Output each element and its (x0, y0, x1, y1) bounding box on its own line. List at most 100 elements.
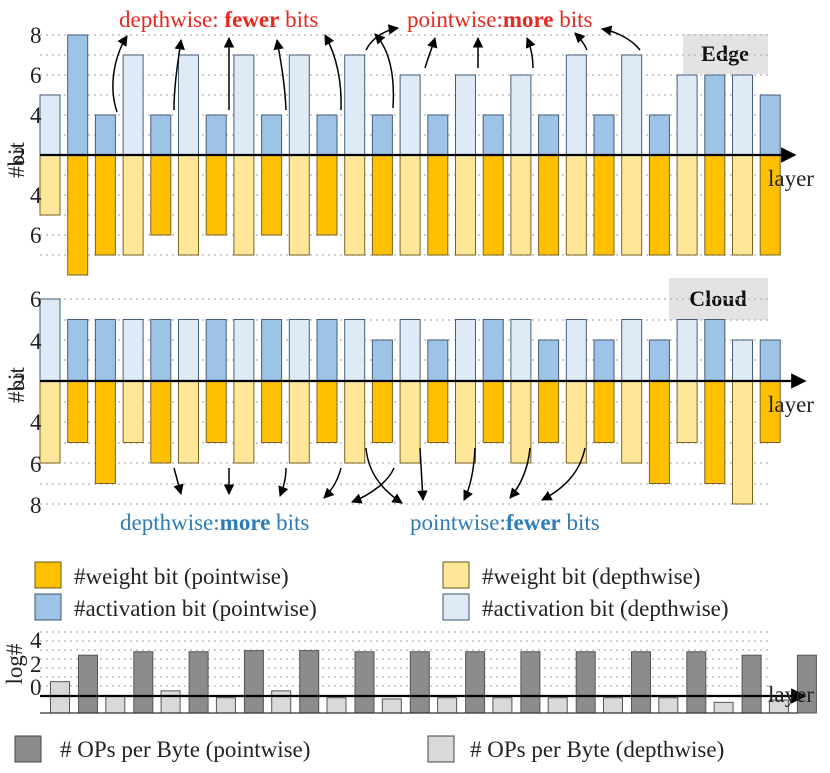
ops-pointwise-bar (243, 650, 264, 714)
edge-activation-bar (150, 114, 172, 156)
arrow-bottom-5 (351, 467, 395, 504)
cloud-activation-bar (676, 319, 698, 382)
edge-weight-bar (233, 154, 255, 256)
edge-ytick-2: 2 (14, 143, 26, 168)
cloud-activation-bar (150, 319, 172, 382)
legend-swatch-weight-pw (34, 561, 62, 589)
annotation-top-left-suffix: bits (279, 7, 318, 32)
ops-depthwise-bar (713, 701, 734, 714)
edge-weight-bar (67, 154, 89, 276)
edge-weight-bar (510, 154, 532, 256)
cloud-weight-bar (732, 380, 753, 505)
cloud-activation-bar (482, 319, 504, 382)
edge-activation-bar (233, 54, 255, 156)
cloud-activation-bar (371, 339, 393, 382)
ops-pointwise-bar (631, 651, 651, 714)
cloud-activation-bar (455, 319, 476, 382)
edge-xlabel: layer (768, 166, 814, 191)
cloud-ylabel: #bit (4, 367, 29, 403)
edge-weight-bar (676, 154, 698, 256)
edge-activation-bar (261, 114, 283, 156)
arrow-top-4 (273, 38, 287, 111)
edge-activation-bar (676, 74, 698, 156)
edge-weight-bar (316, 154, 338, 236)
edge-ytick-6: 6 (30, 63, 42, 88)
legend-ops-pw: # OPs per Byte (pointwise) (60, 737, 310, 762)
cloud-weight-bar (676, 380, 698, 443)
cloud-activation-bar (399, 319, 421, 382)
ops-pointwise-bar (741, 654, 762, 714)
edge-activation-bar (399, 74, 421, 156)
edge-ytick-neg6: 6 (30, 223, 42, 248)
cloud-activation-bar (122, 319, 144, 382)
cloud-activation-bar (344, 319, 366, 382)
cloud-activation-bar (94, 319, 116, 382)
ops-pointwise-bar (299, 650, 320, 714)
ops-pointwise-bar (133, 651, 154, 714)
legend-weight-dw: #weight bit (depthwise) (482, 564, 700, 589)
cloud-weight-bar (510, 380, 532, 464)
cloud-activation-bar (732, 339, 753, 382)
ops-depthwise-bar (437, 697, 458, 714)
ops-depthwise-bar (326, 697, 347, 714)
legend-ops: # OPs per Byte (pointwise) # OPs per Byt… (14, 735, 724, 763)
edge-ylabel: #bit (4, 142, 29, 178)
cloud-weight-bar (399, 380, 421, 464)
annotation-top-left: depthwise: fewer bits (119, 7, 318, 32)
edge-ytick-8: 8 (30, 23, 42, 48)
ops-pointwise-bar (78, 654, 98, 714)
cloud-activation-bar (316, 319, 338, 382)
legend-swatch-act-pw (34, 593, 62, 621)
ops-depthwise-bar (105, 694, 126, 714)
ops-depthwise-bar (381, 698, 402, 714)
arrow-top-12 (600, 25, 641, 51)
cloud-weight-bar (233, 380, 255, 464)
cloud-weight-bar (648, 380, 670, 484)
cloud-ytick-6: 6 (30, 287, 42, 312)
ops-ytick-4: 4 (30, 628, 42, 653)
arrow-bottom-10 (541, 447, 586, 501)
arrow-top-1 (112, 35, 128, 113)
cloud-weight-bar (316, 380, 338, 443)
annotation-bottom-left-bold: more (220, 510, 271, 535)
cloud-activation-bar (288, 319, 310, 382)
annotation-bottom-left-suffix: bits (270, 510, 309, 535)
edge-weight-bar (455, 154, 476, 256)
cloud-activation-bar (261, 319, 283, 382)
cloud-weight-bar (94, 380, 116, 484)
edge-activation-bar (455, 74, 476, 156)
edge-activation-bar (704, 74, 726, 156)
edge-activation-bar (648, 114, 670, 156)
edge-activation-bar (94, 114, 116, 156)
edge-weight-bar (427, 154, 449, 256)
annotation-top-right-suffix: bits (554, 7, 593, 32)
ops-ytick-0: 0 (30, 675, 42, 700)
cloud-activation-bar (39, 298, 61, 382)
cloud-ytick-neg8: 8 (30, 493, 42, 518)
arrow-top-7 (365, 24, 400, 51)
ops-bars (50, 650, 817, 714)
cloud-ytick-neg4: 4 (30, 410, 42, 435)
cloud-weight-bar (593, 380, 615, 443)
legend-swatch-weight-dw (442, 561, 470, 589)
cloud-activation-bar (621, 319, 643, 382)
ops-depthwise-bar (492, 697, 513, 714)
legend-swatch-ops-dw (427, 735, 455, 763)
edge-weight-bar (732, 154, 753, 256)
cloud-weight-bar (178, 380, 199, 464)
edge-activation-bar (427, 114, 449, 156)
annotation-top-left-bold: fewer (224, 7, 279, 32)
cloud-weight-bar (205, 380, 227, 443)
edge-tag-bg (683, 34, 768, 74)
edge-activation-bar (288, 54, 310, 156)
cloud-weight-bar (39, 380, 61, 464)
edge-activation-bar (759, 94, 781, 156)
cloud-ytick-neg6: 6 (30, 452, 42, 477)
annotation-bottom-right-suffix: bits (561, 510, 600, 535)
ops-pointwise-bar (575, 651, 596, 714)
edge-activation-bar (538, 114, 560, 156)
ops-pointwise-bar (409, 651, 430, 714)
arrow-bottom-1 (173, 467, 184, 496)
cloud-activation-bar (759, 339, 781, 382)
